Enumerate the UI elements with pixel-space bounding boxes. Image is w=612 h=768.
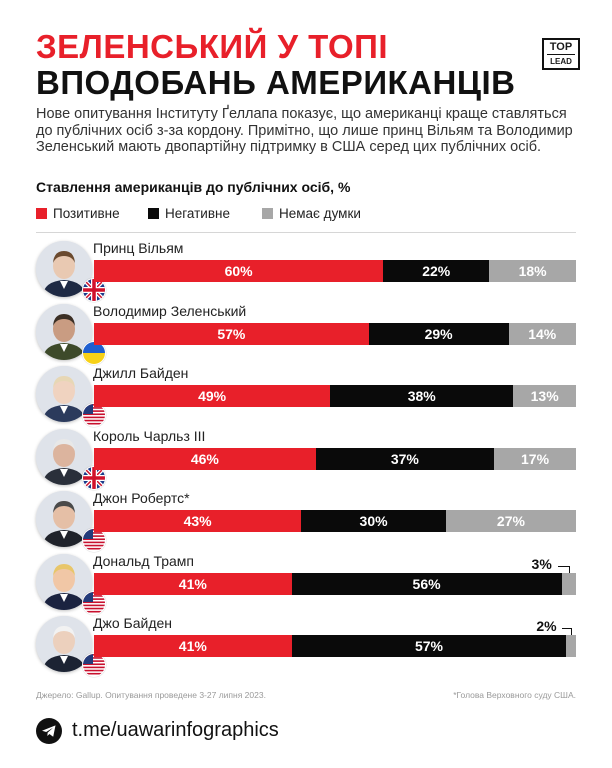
- chart-row: Король Чарльз III 46% 37% 17%: [36, 428, 584, 490]
- data-label-no-opinion: 18%: [518, 263, 547, 279]
- title-line-2: ВПОДОБАНЬ АМЕРИКАНЦІВ: [36, 64, 516, 101]
- legend-label-positive: Позитивне: [53, 206, 120, 221]
- data-label-negative: 38%: [407, 388, 436, 404]
- legend-label-no-opinion: Немає думки: [279, 206, 361, 221]
- chart-row: Джон Робертс* 43% 30% 27%: [36, 490, 584, 552]
- logo-bottom-text: LEAD: [550, 57, 572, 66]
- callout-leader: [562, 628, 573, 636]
- data-label-negative: 56%: [412, 575, 441, 592]
- data-label-positive: 41%: [178, 638, 207, 654]
- data-label-positive: 60%: [224, 263, 253, 279]
- callout-label-no-opinion: 2%: [536, 618, 557, 634]
- data-label-positive: 49%: [198, 388, 227, 404]
- logo-top-text: TOP: [547, 40, 575, 55]
- bar-segment-negative: 22%: [383, 260, 490, 282]
- bar-segment-no-opinion: 27%: [445, 510, 576, 532]
- bar-segment-negative: 56%: [291, 572, 562, 595]
- bar-segment-no-opinion: [561, 572, 576, 595]
- title-line-1: ЗЕЛЕНСЬКИЙ У ТОПІ: [36, 28, 389, 65]
- bar-segment-negative: 29%: [368, 322, 509, 345]
- bar-segment-negative: 30%: [301, 510, 446, 532]
- page-title: ЗЕЛЕНСЬКИЙ У ТОПІ ВПОДОБАНЬ АМЕРИКАНЦІВ: [36, 30, 515, 99]
- data-label-negative: 57%: [414, 638, 443, 654]
- bar-segment-positive: 41%: [94, 635, 292, 657]
- person-name: Король Чарльз III: [93, 427, 206, 444]
- legend-item-positive: Позитивне: [36, 206, 120, 221]
- person-name: Принц Вільям: [93, 240, 184, 256]
- bar-segment-positive: 60%: [94, 260, 384, 282]
- person-name: Джилл Байден: [93, 365, 189, 381]
- stacked-bar: 41% 56% 3%: [94, 556, 576, 595]
- data-label-positive: 43%: [183, 513, 212, 529]
- bar-segment-no-opinion: 13%: [513, 385, 576, 407]
- chart-row: Дональд Трамп 41% 56% 3%: [36, 553, 584, 615]
- bar-segment-negative: 38%: [330, 385, 514, 407]
- legend-swatch-no-opinion: [262, 208, 273, 219]
- callout-label-no-opinion: 3%: [531, 555, 552, 572]
- footnote: *Голова Верховного суду США.: [453, 690, 576, 700]
- stacked-bar: 41% 57% 2%: [94, 618, 576, 657]
- legend-swatch-positive: [36, 208, 47, 219]
- bar-segment-no-opinion: 18%: [489, 260, 576, 282]
- person-avatar: [36, 491, 92, 547]
- telegram-icon[interactable]: [36, 718, 62, 744]
- legend-label-negative: Негативне: [165, 206, 230, 221]
- bar-segment-no-opinion: [566, 635, 576, 657]
- bar-segment-negative: 37%: [315, 447, 495, 470]
- data-label-positive: 46%: [190, 450, 219, 467]
- bar-segment-positive: 43%: [94, 510, 302, 532]
- chart-title: Ставлення американців до публічних осіб,…: [36, 179, 351, 195]
- intro-text: Нове опитування Інституту Ґеллапа показу…: [36, 106, 573, 155]
- stacked-bar: 57% 29% 14%: [94, 322, 576, 345]
- stacked-bar: 43% 30% 27%: [94, 510, 576, 532]
- person-name: Джон Робертс*: [93, 490, 190, 506]
- stacked-bar: 46% 37% 17%: [94, 447, 576, 470]
- person-name: Джо Байден: [93, 615, 173, 631]
- legend-divider: [36, 232, 576, 233]
- person-avatar: [36, 366, 92, 422]
- bar-segment-no-opinion: 17%: [494, 447, 576, 470]
- chart-row: Джо Байден 41% 57% 2%: [36, 615, 584, 677]
- bar-segment-negative: 57%: [291, 635, 567, 657]
- stacked-bar: 60% 22% 18%: [94, 260, 576, 282]
- chart-row: Володимир Зеленський 57% 29% 14%: [36, 303, 584, 365]
- stacked-bar: 49% 38% 13%: [94, 385, 576, 407]
- person-avatar: [36, 428, 92, 485]
- bar-segment-positive: 57%: [94, 322, 369, 345]
- data-label-no-opinion: 17%: [521, 450, 550, 467]
- legend-item-no-opinion: Немає думки: [262, 206, 361, 221]
- data-label-positive: 57%: [217, 325, 246, 342]
- legend-swatch-negative: [148, 208, 159, 219]
- bar-segment-no-opinion: 14%: [508, 322, 576, 345]
- top-lead-logo: TOP LEAD: [542, 38, 580, 70]
- data-label-negative: 29%: [424, 325, 453, 342]
- data-label-negative: 22%: [422, 263, 451, 279]
- data-label-no-opinion: 14%: [528, 325, 557, 342]
- data-label-negative: 30%: [359, 513, 388, 529]
- legend-item-negative: Негативне: [148, 206, 230, 221]
- person-name: Дональд Трамп: [93, 552, 195, 569]
- data-label-negative: 37%: [390, 450, 419, 467]
- callout-leader: [557, 565, 570, 574]
- person-name: Володимир Зеленський: [93, 302, 247, 319]
- chart-row: Принц Вільям 60% 22% 18%: [36, 240, 584, 302]
- telegram-link[interactable]: t.me/uawarinfographics: [72, 719, 279, 741]
- data-label-no-opinion: 27%: [496, 513, 525, 529]
- bar-segment-positive: 46%: [94, 447, 316, 470]
- data-label-no-opinion: 13%: [530, 388, 559, 404]
- chart-row: Джилл Байден 49% 38% 13%: [36, 365, 584, 427]
- bar-segment-positive: 41%: [94, 572, 292, 595]
- source-note: Джерело: Gallup. Опитування проведене 3-…: [36, 690, 266, 700]
- bar-segment-positive: 49%: [94, 385, 331, 407]
- data-label-positive: 41%: [178, 575, 207, 592]
